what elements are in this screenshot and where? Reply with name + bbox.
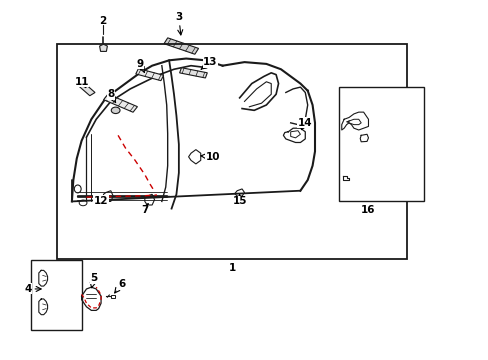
Text: 6: 6 <box>115 279 125 293</box>
Polygon shape <box>179 68 207 78</box>
Polygon shape <box>163 38 198 54</box>
Text: 10: 10 <box>201 152 220 162</box>
Text: 9: 9 <box>136 59 144 72</box>
Polygon shape <box>136 68 163 81</box>
Text: 1: 1 <box>228 262 236 273</box>
Text: 16: 16 <box>361 205 375 215</box>
Polygon shape <box>103 94 137 112</box>
Bar <box>111 295 115 297</box>
Polygon shape <box>100 44 107 51</box>
Text: 12: 12 <box>94 196 108 206</box>
Text: 7: 7 <box>141 204 148 215</box>
Bar <box>30 260 81 330</box>
Bar <box>339 87 424 202</box>
Bar <box>57 44 407 258</box>
Text: 3: 3 <box>175 13 183 35</box>
Text: 14: 14 <box>297 118 312 130</box>
Polygon shape <box>78 82 95 96</box>
Text: 4: 4 <box>24 284 41 294</box>
Text: 2: 2 <box>99 16 106 26</box>
Circle shape <box>111 107 120 113</box>
Text: 8: 8 <box>107 89 115 103</box>
Text: 13: 13 <box>201 57 217 69</box>
Text: 5: 5 <box>90 273 97 288</box>
Text: 11: 11 <box>74 77 89 88</box>
Text: 15: 15 <box>232 195 246 206</box>
